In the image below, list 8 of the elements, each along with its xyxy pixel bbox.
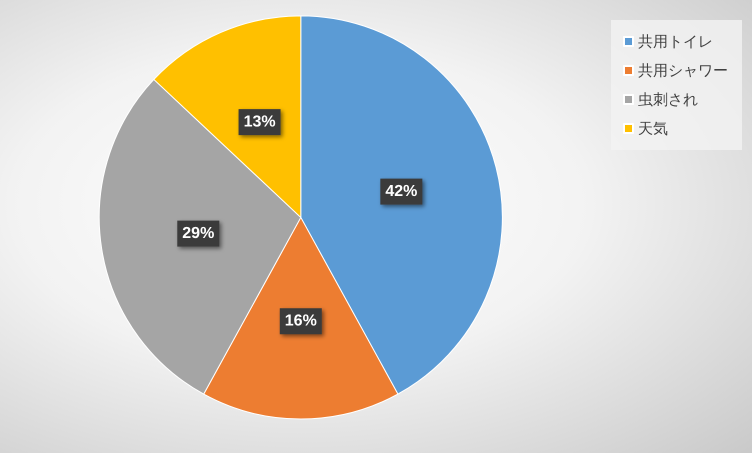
data-label: 16% [284, 312, 317, 330]
legend-label: 虫刺され [638, 90, 698, 108]
legend-label: 共用トイレ [638, 32, 713, 50]
legend-label: 天気 [638, 120, 668, 138]
data-label: 42% [385, 183, 418, 200]
data-label: 13% [244, 114, 276, 131]
legend-label: 共用シャワー [638, 62, 728, 80]
data-label: 29% [182, 225, 214, 242]
